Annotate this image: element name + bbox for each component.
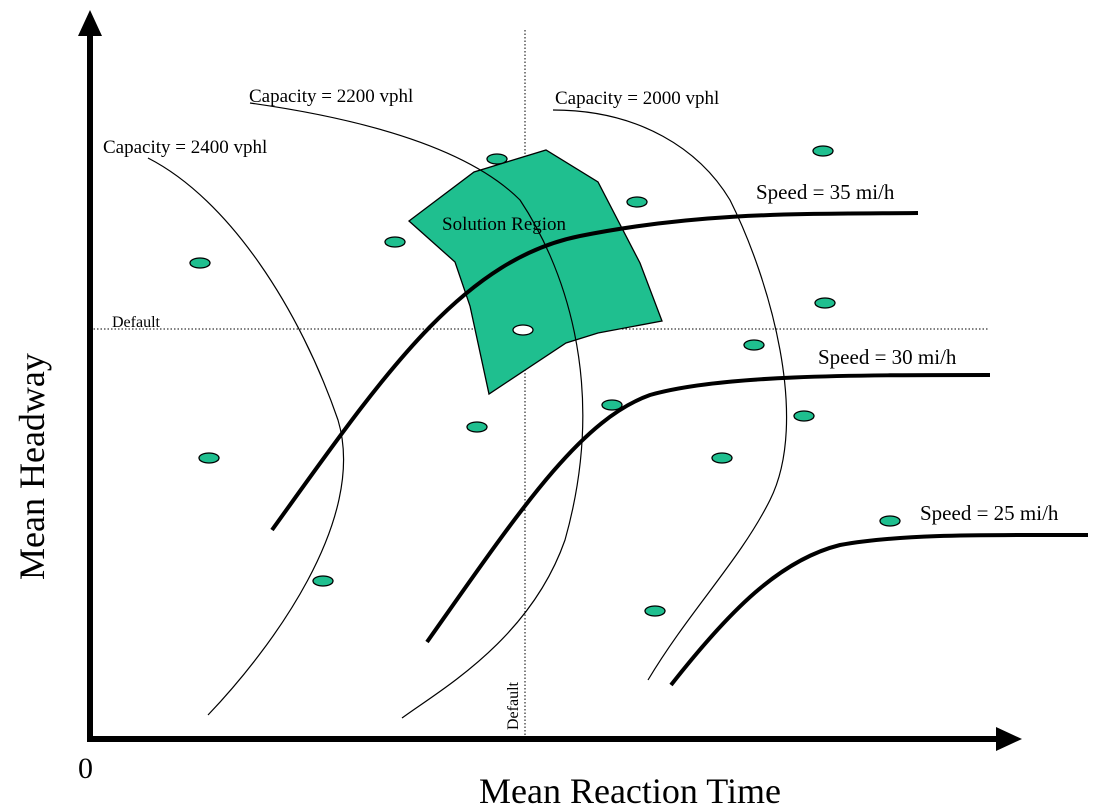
sample-point xyxy=(814,297,836,309)
capacity-2200-curve xyxy=(249,102,584,719)
speed-30-curve xyxy=(425,373,991,644)
x-axis-arrowhead xyxy=(996,727,1022,751)
sample-point xyxy=(312,575,334,587)
solution-region-label: Solution Region xyxy=(442,214,567,235)
speed-30-label: Speed = 30 mi/h xyxy=(818,345,957,369)
y-axis-arrowhead xyxy=(78,10,102,36)
capacity-2200-label: Capacity = 2200 vphl xyxy=(249,86,413,107)
capacity-2000-label: Capacity = 2000 vphl xyxy=(555,88,719,109)
origin-label: 0 xyxy=(78,752,93,785)
default-point xyxy=(512,324,534,336)
capacity-2000-curve xyxy=(552,109,788,681)
default-vertical-label: Default xyxy=(505,681,522,730)
speed-25-label: Speed = 25 mi/h xyxy=(920,501,1059,525)
sample-point xyxy=(189,257,211,269)
sample-point xyxy=(812,145,834,157)
sample-point xyxy=(198,452,220,464)
sample-points xyxy=(189,145,901,617)
sample-point xyxy=(711,452,733,464)
sample-point xyxy=(486,153,508,165)
default-horizontal-label: Default xyxy=(112,314,161,331)
sample-point xyxy=(743,339,765,351)
sample-point xyxy=(644,605,666,617)
sample-point xyxy=(601,399,623,411)
speed-25-curve xyxy=(669,532,1089,687)
sample-point xyxy=(626,196,648,208)
speed-35-curve xyxy=(270,211,919,532)
x-axis-title: Mean Reaction Time xyxy=(479,771,781,811)
sample-point xyxy=(793,410,815,422)
sample-point xyxy=(466,421,488,433)
sample-point xyxy=(879,515,901,527)
solution-region xyxy=(407,149,663,396)
capacity-2400-label: Capacity = 2400 vphl xyxy=(103,137,267,158)
y-axis-title: Mean Headway xyxy=(12,353,52,580)
speed-35-label: Speed = 35 mi/h xyxy=(756,180,895,204)
capacity-2400-curve xyxy=(147,157,345,716)
sample-point xyxy=(384,236,406,248)
